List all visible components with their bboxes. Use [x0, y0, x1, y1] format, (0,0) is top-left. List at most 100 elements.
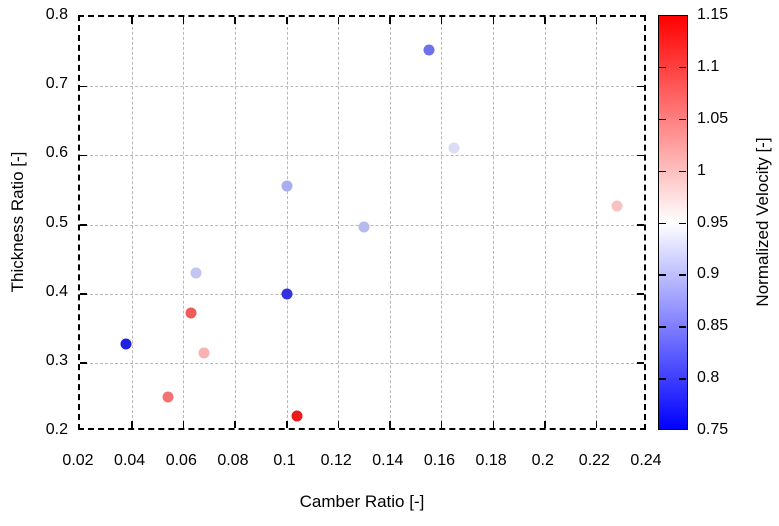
- colorbar-tick-label: 1: [697, 161, 706, 179]
- colorbar-tick-label: 0.75: [697, 421, 729, 438]
- x-tick-label: 0.14: [372, 452, 404, 469]
- colorbar-tick-left: [659, 170, 666, 173]
- colorbar-gradient: [658, 15, 688, 430]
- gridline-horizontal: [80, 362, 644, 364]
- axis-tick-top: [182, 17, 185, 24]
- axis-tick-bottom: [337, 421, 340, 428]
- y-tick-label: 0.5: [45, 213, 68, 231]
- axis-tick-right: [637, 362, 644, 364]
- gridline-vertical: [183, 17, 185, 428]
- colorbar-tick-right: [679, 66, 686, 69]
- x-tick-label: 0.04: [114, 452, 146, 469]
- axis-tick-left: [80, 293, 87, 295]
- axis-tick-bottom: [544, 421, 546, 428]
- axis-tick-top: [234, 17, 236, 24]
- colorbar-tick-label: 1.05: [697, 109, 729, 127]
- data-point: [162, 391, 174, 403]
- axis-tick-bottom: [492, 421, 495, 428]
- axis-tick-right: [637, 224, 644, 226]
- y-tick-label: 0.3: [45, 351, 68, 369]
- gridline-vertical: [596, 17, 598, 428]
- colorbar-tick-right: [679, 222, 686, 224]
- colorbar-tick-label: 0.95: [697, 213, 729, 231]
- colorbar-tick-right: [679, 170, 686, 173]
- colorbar-tick-label: 0.9: [697, 265, 720, 283]
- plot-area: [78, 15, 646, 430]
- gridline-vertical: [338, 17, 340, 428]
- axis-tick-top: [492, 17, 495, 24]
- axis-tick-bottom: [389, 421, 391, 428]
- colorbar-tick-right: [679, 118, 686, 121]
- gridline-vertical: [544, 17, 546, 428]
- colorbar-tick-left: [659, 66, 666, 69]
- gridline-vertical: [493, 17, 495, 428]
- data-point: [198, 347, 210, 359]
- axis-tick-top: [131, 17, 133, 24]
- y-tick-label: 0.6: [45, 144, 68, 162]
- colorbar-tick-left: [659, 378, 666, 380]
- x-tick-label: 0.2: [531, 452, 554, 469]
- data-point: [190, 267, 202, 279]
- x-tick-label: 0.24: [630, 452, 662, 469]
- x-tick-label: 0.18: [475, 452, 507, 469]
- colorbar-tick-left: [659, 222, 666, 224]
- x-tick-label: 0.22: [578, 452, 610, 469]
- colorbar-tick-right: [679, 378, 686, 380]
- data-point: [185, 307, 197, 319]
- data-point: [281, 288, 293, 300]
- x-tick-label: 0.12: [320, 452, 352, 469]
- x-tick-label: 0.06: [165, 452, 197, 469]
- axis-tick-top: [595, 17, 598, 24]
- axis-tick-top: [440, 17, 443, 24]
- data-point: [291, 410, 303, 422]
- gridline-vertical: [441, 17, 443, 428]
- colorbar-tick-right: [679, 274, 686, 276]
- axis-tick-right: [637, 154, 644, 157]
- colorbar-tick-left: [659, 118, 666, 121]
- axis-tick-top: [389, 17, 391, 24]
- data-point: [358, 221, 370, 233]
- data-point: [448, 142, 460, 154]
- axis-tick-top: [544, 17, 546, 24]
- axis-tick-bottom: [234, 421, 236, 428]
- axis-tick-bottom: [440, 421, 443, 428]
- x-tick-label: 0.02: [62, 452, 94, 469]
- colorbar-tick-label: 1.1: [697, 57, 720, 75]
- gridline-horizontal: [80, 86, 644, 88]
- axis-tick-bottom: [595, 421, 598, 428]
- axis-tick-right: [637, 293, 644, 295]
- gridline-horizontal: [80, 155, 644, 157]
- colorbar-tick-right: [679, 326, 686, 328]
- colorbar-tick-left: [659, 274, 666, 276]
- gridline-vertical: [131, 17, 133, 428]
- y-tick-label: 0.4: [45, 282, 68, 300]
- y-tick-label: 0.2: [45, 421, 68, 438]
- axis-tick-bottom: [182, 421, 185, 428]
- data-point: [281, 180, 293, 192]
- data-point: [611, 200, 623, 212]
- axis-tick-bottom: [286, 421, 288, 428]
- gridline-vertical: [234, 17, 236, 428]
- gridline-horizontal: [80, 293, 644, 295]
- gridline-vertical: [286, 17, 288, 428]
- axis-tick-left: [80, 362, 87, 364]
- y-tick-label: 0.8: [45, 6, 68, 23]
- axis-tick-bottom: [131, 421, 133, 428]
- data-point: [120, 338, 132, 350]
- y-tick-label: 0.7: [45, 75, 68, 93]
- axis-tick-top: [286, 17, 288, 24]
- colorbar-tick-label: 0.85: [697, 317, 729, 335]
- colorbar-tick-left: [659, 326, 666, 328]
- axis-tick-left: [80, 85, 87, 88]
- colorbar-tick-label: 1.15: [697, 6, 729, 23]
- colorbar-title: Normalized Velocity [-]: [753, 137, 772, 307]
- x-tick-label: 0.1: [273, 452, 296, 469]
- x-axis-title: Camber Ratio [-]: [299, 492, 425, 511]
- data-point: [423, 44, 435, 56]
- x-tick-label: 0.08: [217, 452, 249, 469]
- axis-tick-top: [337, 17, 340, 24]
- axis-tick-left: [80, 224, 87, 226]
- x-tick-label: 0.16: [423, 452, 456, 469]
- axis-tick-left: [80, 154, 87, 157]
- axis-tick-right: [637, 85, 644, 88]
